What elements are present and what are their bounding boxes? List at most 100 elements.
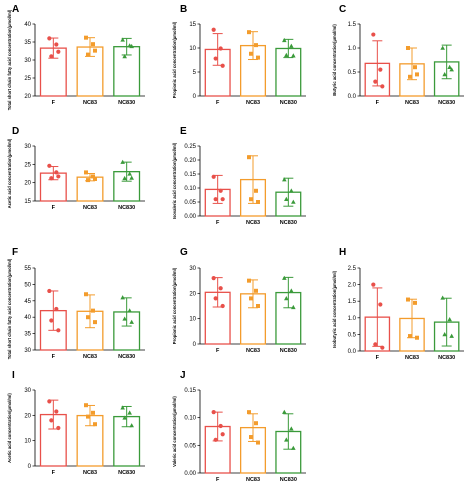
data-point <box>56 49 61 54</box>
x-tick-label: NC830 <box>118 205 135 211</box>
data-point <box>256 200 260 204</box>
data-point <box>93 320 97 325</box>
x-tick-label: NC83 <box>83 205 97 211</box>
data-point <box>218 286 223 291</box>
data-point <box>127 171 132 176</box>
x-tick-label: NC83 <box>246 348 260 354</box>
data-point <box>291 304 296 310</box>
panel-b: B Propionic acid concentration(µmol/ml) 0 5… <box>172 4 306 106</box>
data-point <box>249 296 253 301</box>
y-tick-label: 0.10 <box>184 186 196 192</box>
x-tick-label: NC83 <box>83 354 97 360</box>
data-point <box>211 27 216 32</box>
y-tick-label: 0.00 <box>184 214 196 220</box>
data-point <box>56 174 61 179</box>
y-tick-label: 1.5 <box>348 22 357 28</box>
x-tick-label: NC830 <box>118 100 135 106</box>
x-tick-label: NC83 <box>246 100 260 106</box>
panel-letter: B <box>180 4 187 15</box>
data-point <box>408 334 412 339</box>
data-point <box>54 170 59 175</box>
data-point <box>54 42 59 47</box>
panel-letter: I <box>12 370 15 381</box>
data-point <box>289 426 294 431</box>
panel-letter: C <box>339 4 346 15</box>
y-tick-label: 15 <box>24 199 31 205</box>
data-point <box>127 410 132 415</box>
y-tick-label: 30 <box>189 266 196 272</box>
y-tick-label: 30 <box>24 58 31 64</box>
data-point <box>447 64 452 69</box>
data-point <box>129 43 134 49</box>
data-point <box>213 437 218 442</box>
data-point <box>91 308 95 313</box>
panel-letter: E <box>180 126 187 137</box>
y-tick-label: 35 <box>24 40 31 46</box>
data-point <box>129 175 134 180</box>
data-point <box>91 410 95 415</box>
data-point <box>282 409 287 414</box>
data-point <box>291 53 296 58</box>
data-point <box>289 188 294 193</box>
data-point <box>406 297 410 302</box>
data-point <box>93 177 97 181</box>
data-point <box>84 170 88 175</box>
y-axis-title: Acetic acid concentration(µmol/ml) <box>7 393 12 463</box>
y-tick-label: 10 <box>189 46 196 52</box>
data-point <box>93 48 97 53</box>
y-tick-label: 0.20 <box>184 158 196 164</box>
y-tick-label: 30 <box>24 388 31 394</box>
x-tick-label: NC830 <box>280 477 297 483</box>
data-point <box>442 332 447 337</box>
x-tick-label: NC83 <box>246 477 260 483</box>
data-point <box>256 55 260 60</box>
y-tick-label: 0.00 <box>184 471 196 477</box>
y-tick-label: 0.05 <box>184 200 196 206</box>
data-point <box>247 278 251 283</box>
data-point <box>49 54 54 59</box>
x-tick-label: NC830 <box>118 354 135 360</box>
data-point <box>213 296 218 301</box>
x-tick-label: F <box>376 100 380 106</box>
bar-nc83 <box>239 293 267 345</box>
data-point <box>56 328 61 333</box>
y-axis-title: Total short chain fatty acid concentrati… <box>7 9 12 110</box>
x-tick-label: F <box>52 470 56 476</box>
data-point <box>122 415 127 420</box>
data-point <box>291 445 296 450</box>
y-tick-label: 0.5 <box>348 332 357 338</box>
data-point <box>211 410 216 415</box>
x-tick-label: NC83 <box>246 220 260 226</box>
x-tick-label: NC83 <box>83 470 97 476</box>
data-point <box>47 163 52 168</box>
data-point <box>120 159 125 164</box>
panel-letter: J <box>180 370 186 381</box>
data-point <box>408 74 412 79</box>
data-point <box>211 174 216 179</box>
y-axis-title: Total short chain fatty acid concentrati… <box>7 258 12 359</box>
y-tick-label: 55 <box>24 266 31 272</box>
data-point <box>84 403 88 408</box>
data-point <box>47 399 52 404</box>
y-tick-label: 0 <box>28 464 32 470</box>
data-point <box>220 63 225 68</box>
y-tick-label: 10 <box>24 439 31 445</box>
data-point <box>247 410 251 415</box>
data-point <box>282 177 287 182</box>
panel-letter: G <box>180 247 188 258</box>
y-tick-label: 15 <box>189 22 196 28</box>
panel-g: G Propionic acid concentration(µmol/ml) 0 1… <box>172 247 306 354</box>
y-tick-label: 20 <box>24 94 31 100</box>
data-point <box>129 423 134 428</box>
data-point <box>449 67 454 72</box>
y-axis-title: Butyric acid concentration(µmol/ml) <box>332 24 337 96</box>
y-tick-label: 2.5 <box>348 266 357 272</box>
y-axis-title: Isobutyric acid concentration(µmol/ml) <box>332 270 337 348</box>
data-point <box>120 405 125 410</box>
y-tick-label: 0.10 <box>184 416 196 422</box>
x-tick-label: NC830 <box>118 470 135 476</box>
data-point <box>415 335 419 340</box>
